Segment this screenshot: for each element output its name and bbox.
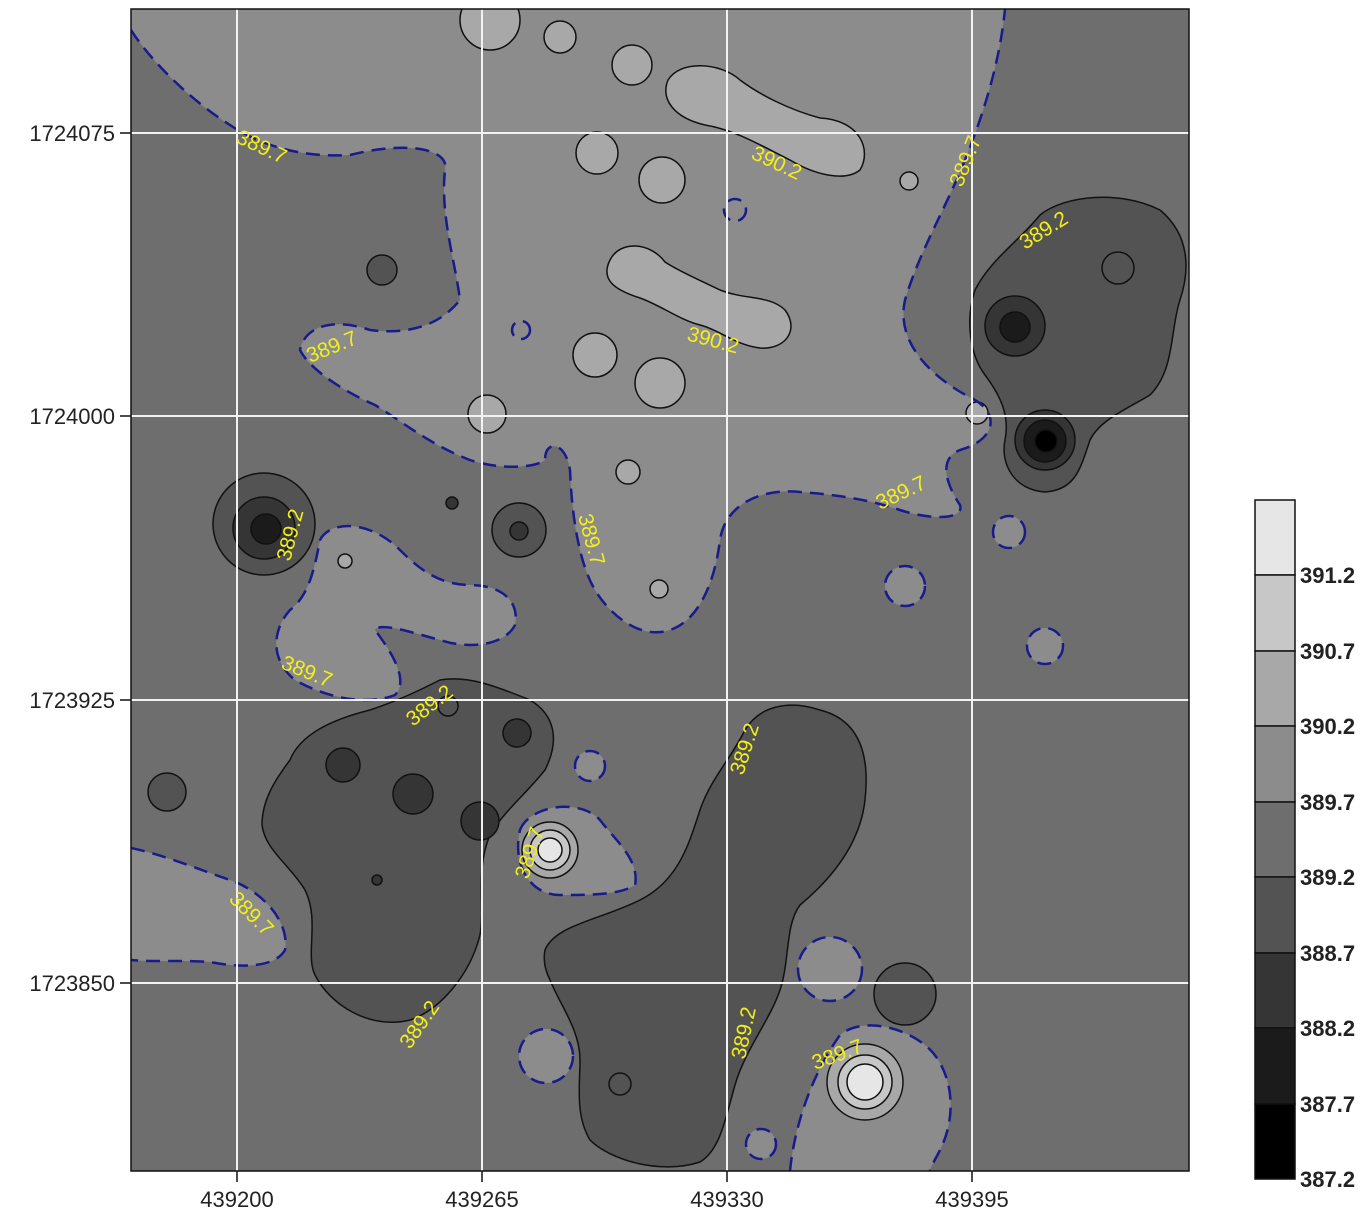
x-tick-label: 439330 [690, 1187, 763, 1212]
dashed-boundaries [131, 9, 1007, 1171]
legend-swatch [1254, 650, 1296, 727]
legend-swatch [1254, 1103, 1296, 1180]
legend-swatch [1254, 1027, 1296, 1105]
small-highs-389-7 [510, 197, 1065, 1161]
peak-rings-center [521, 821, 579, 879]
legend-label: 389.2 [1300, 865, 1355, 890]
legend-colorbar [1254, 499, 1296, 1180]
legend-label: 388.7 [1300, 941, 1355, 966]
region-389-7-southwest [131, 848, 286, 966]
gridlines [131, 9, 1189, 1171]
x-tick-label: 439265 [445, 1187, 518, 1212]
legend-swatch [1254, 801, 1296, 878]
region-389-7-west [276, 526, 516, 700]
plot-area: 389.7 390.2 389.7 389.2 389.7 390.2 389.… [131, 9, 1189, 1171]
x-tick-label: 439200 [200, 1187, 273, 1212]
region-389-7-north [131, 9, 1005, 633]
legend-label: 390.2 [1300, 714, 1355, 739]
legend-label: 390.7 [1300, 639, 1355, 664]
axis-ticks [120, 132, 973, 1182]
legend-swatch [1254, 725, 1296, 803]
legend-label: 389.7 [1300, 790, 1355, 815]
highs-390-2 [337, 9, 989, 1062]
y-tick-label: 1724000 [29, 404, 115, 429]
y-tick-label: 1723850 [29, 971, 115, 996]
lows-387-7 [250, 311, 1067, 545]
x-tick-label: 439395 [935, 1187, 1008, 1212]
y-tick-label: 1724075 [29, 121, 115, 146]
plot-border [130, 8, 1190, 1172]
legend-label: 388.2 [1300, 1016, 1355, 1041]
legend-swatch [1254, 499, 1296, 576]
legend-label: 387.7 [1300, 1092, 1355, 1117]
y-axis-tick-labels: 1724075 1724000 1723925 1723850 [29, 121, 115, 996]
legend-label: 391.2 [1300, 563, 1355, 588]
peak-rings-southeast [826, 1043, 904, 1121]
legend-swatch [1254, 952, 1296, 1029]
legend-swatch [1254, 876, 1296, 954]
legend-label: 387.2 [1300, 1167, 1355, 1192]
legend-swatch [1254, 574, 1296, 652]
x-axis-tick-labels: 439200 439265 439330 439395 [200, 1187, 1008, 1212]
legend-labels: 391.2 390.7 390.2 389.7 389.2 388.7 388.… [1300, 563, 1355, 1192]
y-tick-label: 1723925 [29, 688, 115, 713]
